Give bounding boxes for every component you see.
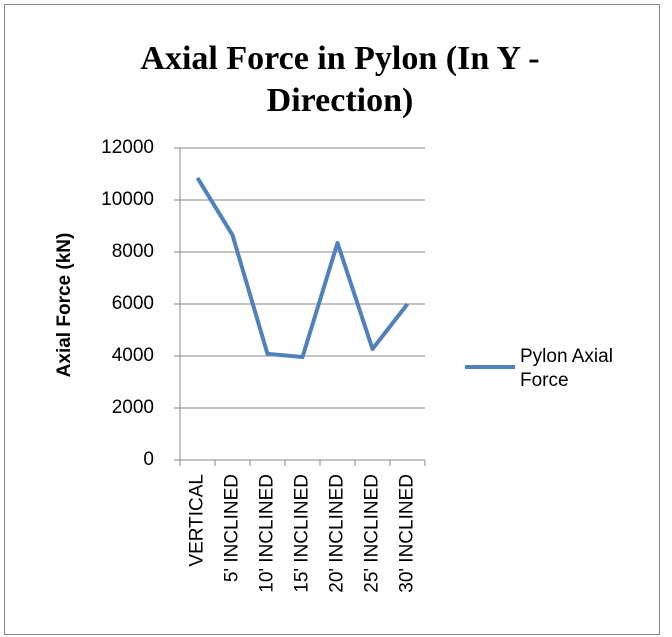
y-tick-label: 12000 [101,137,154,158]
y-tick-label: 8000 [112,241,154,262]
y-tick-label: 2000 [112,397,154,418]
x-tick-label: 20' INCLINED [327,474,348,593]
y-axis-label: Axial Force (kN) [54,233,75,378]
legend-label: Pylon Axial Force [520,346,613,391]
x-tick-label: 15' INCLINED [292,474,313,593]
x-tick-label: 5' INCLINED [222,474,243,582]
y-tick-label: 10000 [101,189,154,210]
x-tick-label: VERTICAL [187,474,208,567]
data-line [195,176,410,360]
chart-title: Axial Force in Pylon (In Y - Direction) [140,40,540,119]
x-tick-label: 10' INCLINED [257,474,278,593]
y-tick-label: 0 [143,449,154,470]
x-tick-label: 25' INCLINED [362,474,383,593]
y-tick-label: 6000 [112,293,154,314]
y-tick-label: 4000 [112,345,154,366]
chart-border [4,4,660,635]
x-tick-label: 30' INCLINED [397,474,418,593]
